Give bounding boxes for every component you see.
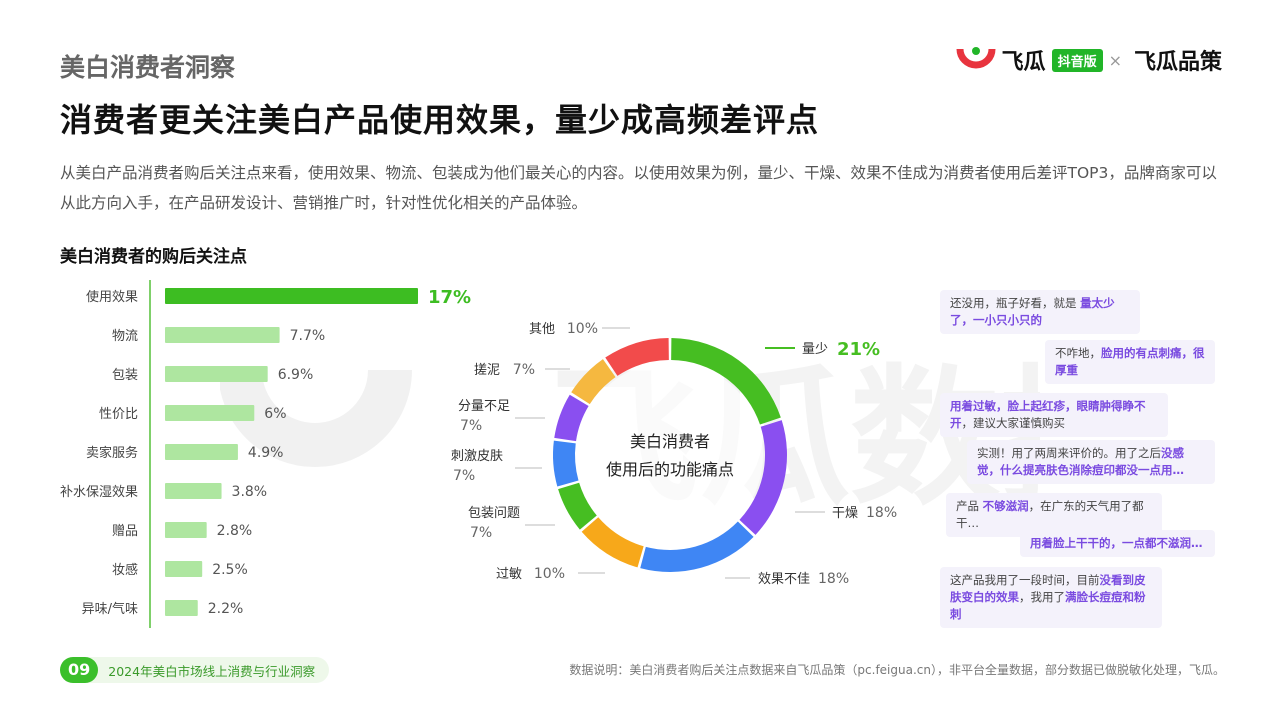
review-highlight: 不够滋润: [982, 499, 1029, 513]
review-highlight: 用着脸上干干的，一点都不滋润…: [1030, 536, 1203, 550]
review-highlight: 满脸长痘痘和粉刺: [950, 590, 1146, 621]
donut-slice-value: 7%: [513, 362, 535, 378]
donut-chart: 量少 21% 干燥 18% 效果不佳 18% 10% 过敏 包装问题 7% 刺激皮肤 7% 分量不足 7%…: [451, 321, 897, 587]
bar-category-label: 使用效果: [86, 289, 138, 305]
bar-value-label: 4.9%: [248, 445, 284, 461]
section-title: 美白消费者洞察: [60, 53, 236, 82]
donut-slice-value: 10%: [567, 321, 598, 337]
bar: [165, 483, 222, 499]
review-text: 不咋地，: [1055, 346, 1101, 360]
bar-value-label: 2.2%: [208, 601, 244, 617]
page-number: 09: [60, 657, 99, 683]
review-bubble: 用着过敏，脸上起红疹，眼睛肿得睁不开，建议大家谨慎购买: [940, 393, 1168, 437]
donut-slice: [605, 338, 669, 376]
bar-category-label: 性价比: [99, 407, 138, 422]
logo: 飞瓜 抖音版 × 飞瓜品策: [956, 44, 1222, 76]
donut-slice-label: 干燥: [832, 506, 858, 521]
bar-value-label: 2.5%: [212, 562, 248, 578]
review-text: 还没用，瓶子好看，就是: [950, 296, 1081, 310]
donut-slice: [640, 521, 754, 572]
bar-category-label: 异味/气味: [82, 601, 138, 617]
donut-hole: [577, 362, 763, 548]
donut-slice-label: 搓泥: [474, 362, 500, 378]
bar-category-label: 物流: [112, 329, 138, 344]
donut-slice-value: 21%: [837, 339, 880, 360]
donut-slice-value: 7%: [453, 468, 475, 484]
review-bubble: 不咋地，脸用的有点刺痛，很厚重: [1045, 340, 1215, 384]
donut-slice: [553, 440, 579, 487]
page-headline: 消费者更关注美白产品使用效果，量少成高频差评点: [60, 101, 820, 139]
bar: [165, 522, 207, 538]
review-bubble: 用着脸上干干的，一点都不滋润…: [1020, 530, 1215, 557]
bar-value-label: 17%: [428, 287, 471, 308]
review-highlight: 没感觉，什么提亮肤色消除痘印都没一点用…: [977, 446, 1184, 477]
review-highlight: 用着过敏，脸上起红疹，眼睛肿得睁不开: [950, 399, 1146, 430]
report-title: 2024年美白市场线上消费与行业洞察: [108, 663, 316, 679]
bar-category-label: 妆感: [112, 562, 138, 578]
review-text: 产品: [956, 499, 983, 513]
donut-slice-label: 量少: [802, 342, 828, 357]
data-note: 数据说明：美白消费者购后关注点数据来自飞瓜品策（pc.feigua.cn），非平…: [569, 663, 1225, 677]
brand-tag: 抖音版: [1051, 48, 1103, 72]
donut-slice: [554, 394, 589, 442]
bar: [165, 288, 418, 304]
donut-center-label: 使用后的功能痛点: [606, 460, 734, 479]
review-bubble: 实测！用了两周来评价的。用了之后没感觉，什么提亮肤色消除痘印都没一点用…: [967, 440, 1215, 484]
feigua-logo-icon: [956, 47, 996, 69]
donut-slice-value: 18%: [818, 571, 849, 587]
donut-slice-value: 7%: [470, 525, 492, 541]
description: 从美白产品消费者购后关注点来看，使用效果、物流、包装成为他们最关心的内容。以使用…: [60, 164, 1217, 212]
bar: [165, 561, 203, 577]
donut-slice-label: 效果不佳: [758, 572, 810, 587]
bar-chart: 使用效果 17% 物流 7.7% 包装 6.9% 性价比 6% 卖家服务 4.9% 补水保湿效果 3.…: [60, 280, 471, 628]
donut-slice: [671, 338, 781, 425]
donut-slice-value: 18%: [866, 505, 897, 521]
footer-badge: 09 2024年美白市场线上消费与行业洞察: [60, 657, 330, 683]
donut-slice-label: 其他: [529, 322, 555, 337]
brand-name-2: 飞瓜品策: [1133, 50, 1222, 75]
bar: [165, 366, 268, 382]
brand-name: 飞瓜: [1001, 50, 1046, 75]
review-highlight: 量太少了，一小只小只的: [950, 296, 1115, 327]
review-text: 实测！用了两周来评价的。用了之后: [977, 446, 1161, 460]
donut-slice-label: 过敏: [496, 567, 522, 582]
bar-value-label: 2.8%: [217, 523, 253, 539]
bar-category-label: 卖家服务: [86, 445, 138, 461]
review-bubble: 这产品我用了一段时间，目前没看到皮肤变白的效果，我用了满脸长痘痘和粉刺: [940, 567, 1162, 628]
bar-category-label: 赠品: [112, 524, 138, 539]
review-bubble: 产品 不够滋润，在广东的天气用了都干…: [946, 493, 1162, 537]
donut-slice: [571, 359, 616, 405]
bar-value-label: 6.9%: [278, 367, 314, 383]
bar-value-label: 6%: [264, 406, 286, 422]
donut-slice: [581, 517, 644, 568]
donut-slice: [739, 420, 787, 535]
review-text: ，我用了: [1019, 590, 1065, 604]
bar: [165, 444, 238, 460]
donut-slice-label: 刺激皮肤: [451, 449, 503, 464]
bar-chart-title: 美白消费者的购后关注点: [60, 247, 247, 267]
bar-value-label: 7.7%: [290, 328, 326, 344]
review-text: 这产品我用了一段时间，目前: [950, 573, 1100, 587]
donut-slice-value: 7%: [460, 418, 482, 434]
bar: [165, 405, 255, 421]
review-bubble: 还没用，瓶子好看，就是 量太少了，一小只小只的: [940, 290, 1140, 334]
review-highlight: 脸用的有点刺痛，很厚重: [1055, 346, 1205, 377]
donut-center-label: 美白消费者: [630, 432, 710, 451]
bar: [165, 327, 280, 343]
donut-slice-value: 10%: [534, 566, 565, 582]
review-highlight: 没看到皮肤变白的效果: [950, 573, 1146, 604]
review-text: ，在广东的天气用了都干…: [956, 499, 1144, 530]
donut-slice-label: 分量不足: [458, 399, 510, 414]
bar-category-label: 补水保湿效果: [60, 485, 138, 500]
brand-separator: ×: [1108, 50, 1122, 70]
review-text: ，建议大家谨慎购买: [961, 416, 1066, 430]
bar: [165, 600, 198, 616]
bar-value-label: 3.8%: [232, 484, 268, 500]
donut-slice: [558, 482, 597, 530]
bar-category-label: 包装: [112, 368, 138, 383]
donut-slice-label: 包装问题: [468, 506, 520, 521]
